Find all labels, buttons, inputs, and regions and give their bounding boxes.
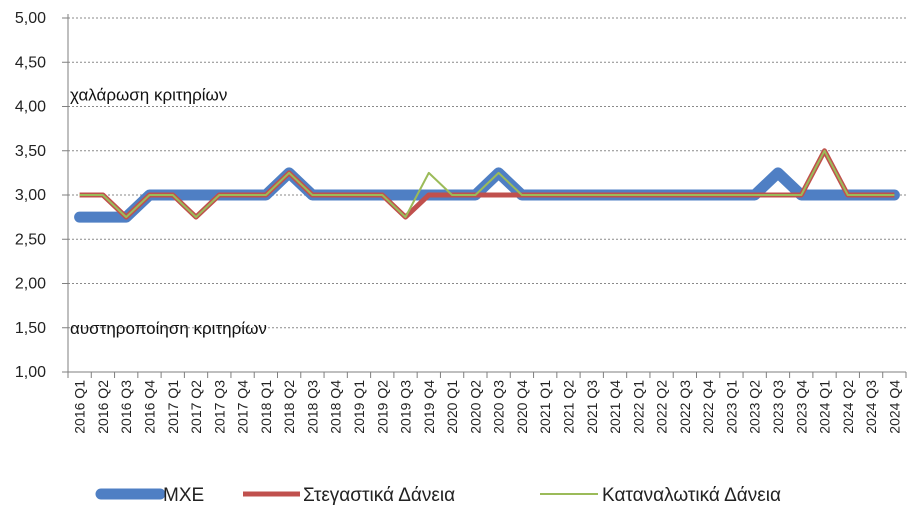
y-tick-label: 1,00 xyxy=(15,364,46,381)
x-tick-label: 2021 Q3 xyxy=(584,380,600,434)
x-tick-label: 2020 Q1 xyxy=(444,380,460,434)
x-tick-label: 2019 Q1 xyxy=(351,380,367,434)
y-tick-label: 4,50 xyxy=(15,54,46,71)
x-tick-label: 2017 Q3 xyxy=(211,380,227,434)
x-tick-label: 2018 Q1 xyxy=(258,380,274,434)
y-tick-label: 4,00 xyxy=(15,99,46,116)
x-tick-label: 2024 Q4 xyxy=(886,380,902,434)
x-tick-label: 2019 Q4 xyxy=(421,380,437,434)
x-tick-label: 2024 Q1 xyxy=(817,380,833,434)
y-tick-label: 2,00 xyxy=(15,276,46,293)
x-tick-label: 2022 Q2 xyxy=(654,380,670,434)
x-tick-label: 2016 Q3 xyxy=(118,380,134,434)
x-tick-label: 2020 Q3 xyxy=(491,380,507,434)
x-tick-label: 2019 Q2 xyxy=(374,380,390,434)
x-tick-labels: 2016 Q1 2016 Q2 2016 Q3 2016 Q4 2017 Q1 2017 … xyxy=(72,380,903,434)
x-tick-label: 2016 Q2 xyxy=(95,380,111,434)
axes xyxy=(62,14,907,378)
x-tick-label: 2017 Q1 xyxy=(165,380,181,434)
x-tick-label: 2022 Q1 xyxy=(630,380,646,434)
x-tick-label: 2021 Q2 xyxy=(560,380,576,434)
x-tick-label: 2018 Q3 xyxy=(304,380,320,434)
x-tick-label: 2018 Q4 xyxy=(328,380,344,434)
x-tick-label: 2023 Q1 xyxy=(723,380,739,434)
x-tick-label: 2023 Q3 xyxy=(770,380,786,434)
x-tick-label: 2024 Q2 xyxy=(840,380,856,434)
x-tick-label: 2023 Q2 xyxy=(747,380,763,434)
x-tick-label: 2021 Q4 xyxy=(607,380,623,434)
x-tick-label: 2018 Q2 xyxy=(281,380,297,434)
x-tick-label: 2022 Q4 xyxy=(700,380,716,434)
y-tick-label: 3,00 xyxy=(15,187,46,204)
legend-label-housing-loans: Στεγαστικά Δάνεια xyxy=(303,485,455,506)
series-consumer-loans xyxy=(79,149,895,219)
legend-label-consumer-loans: Καταναλωτικά Δάνεια xyxy=(602,485,781,506)
x-tick-label: 2019 Q3 xyxy=(398,380,414,434)
x-tick-label: 2021 Q1 xyxy=(537,380,553,434)
series-lines xyxy=(74,148,900,223)
x-tick-label: 2022 Q3 xyxy=(677,380,693,434)
x-tick-label: 2017 Q2 xyxy=(188,380,204,434)
legend-label-mxe: ΜΧΕ xyxy=(163,485,204,506)
x-tick-label: 2020 Q4 xyxy=(514,380,530,434)
legend: ΜΧΕ Στεγαστικά Δάνεια Καταναλωτικά Δάνει… xyxy=(95,485,781,506)
y-tick-labels: 1,00 1,50 2,00 2,50 3,00 3,50 4,00 4,50 5,00 xyxy=(15,10,46,381)
annotation-easing: χαλάρωση κριτηρίων xyxy=(70,86,227,105)
x-tick-label: 2016 Q4 xyxy=(141,380,157,434)
x-tick-label: 2023 Q4 xyxy=(793,380,809,434)
annotations: χαλάρωση κριτηρίων αυστηροποίηση κριτηρί… xyxy=(70,86,267,338)
x-tick-label: 2020 Q2 xyxy=(467,380,483,434)
y-tick-label: 2,50 xyxy=(15,231,46,248)
y-tick-label: 3,50 xyxy=(15,143,46,160)
x-tick-label: 2016 Q1 xyxy=(72,380,88,434)
y-tick-label: 5,00 xyxy=(15,10,46,27)
annotation-tightening: αυστηροποίηση κριτηρίων xyxy=(70,319,267,338)
y-tick-label: 1,50 xyxy=(15,320,46,337)
x-tick-label: 2024 Q3 xyxy=(863,380,879,434)
x-tick-label: 2017 Q4 xyxy=(235,380,251,434)
